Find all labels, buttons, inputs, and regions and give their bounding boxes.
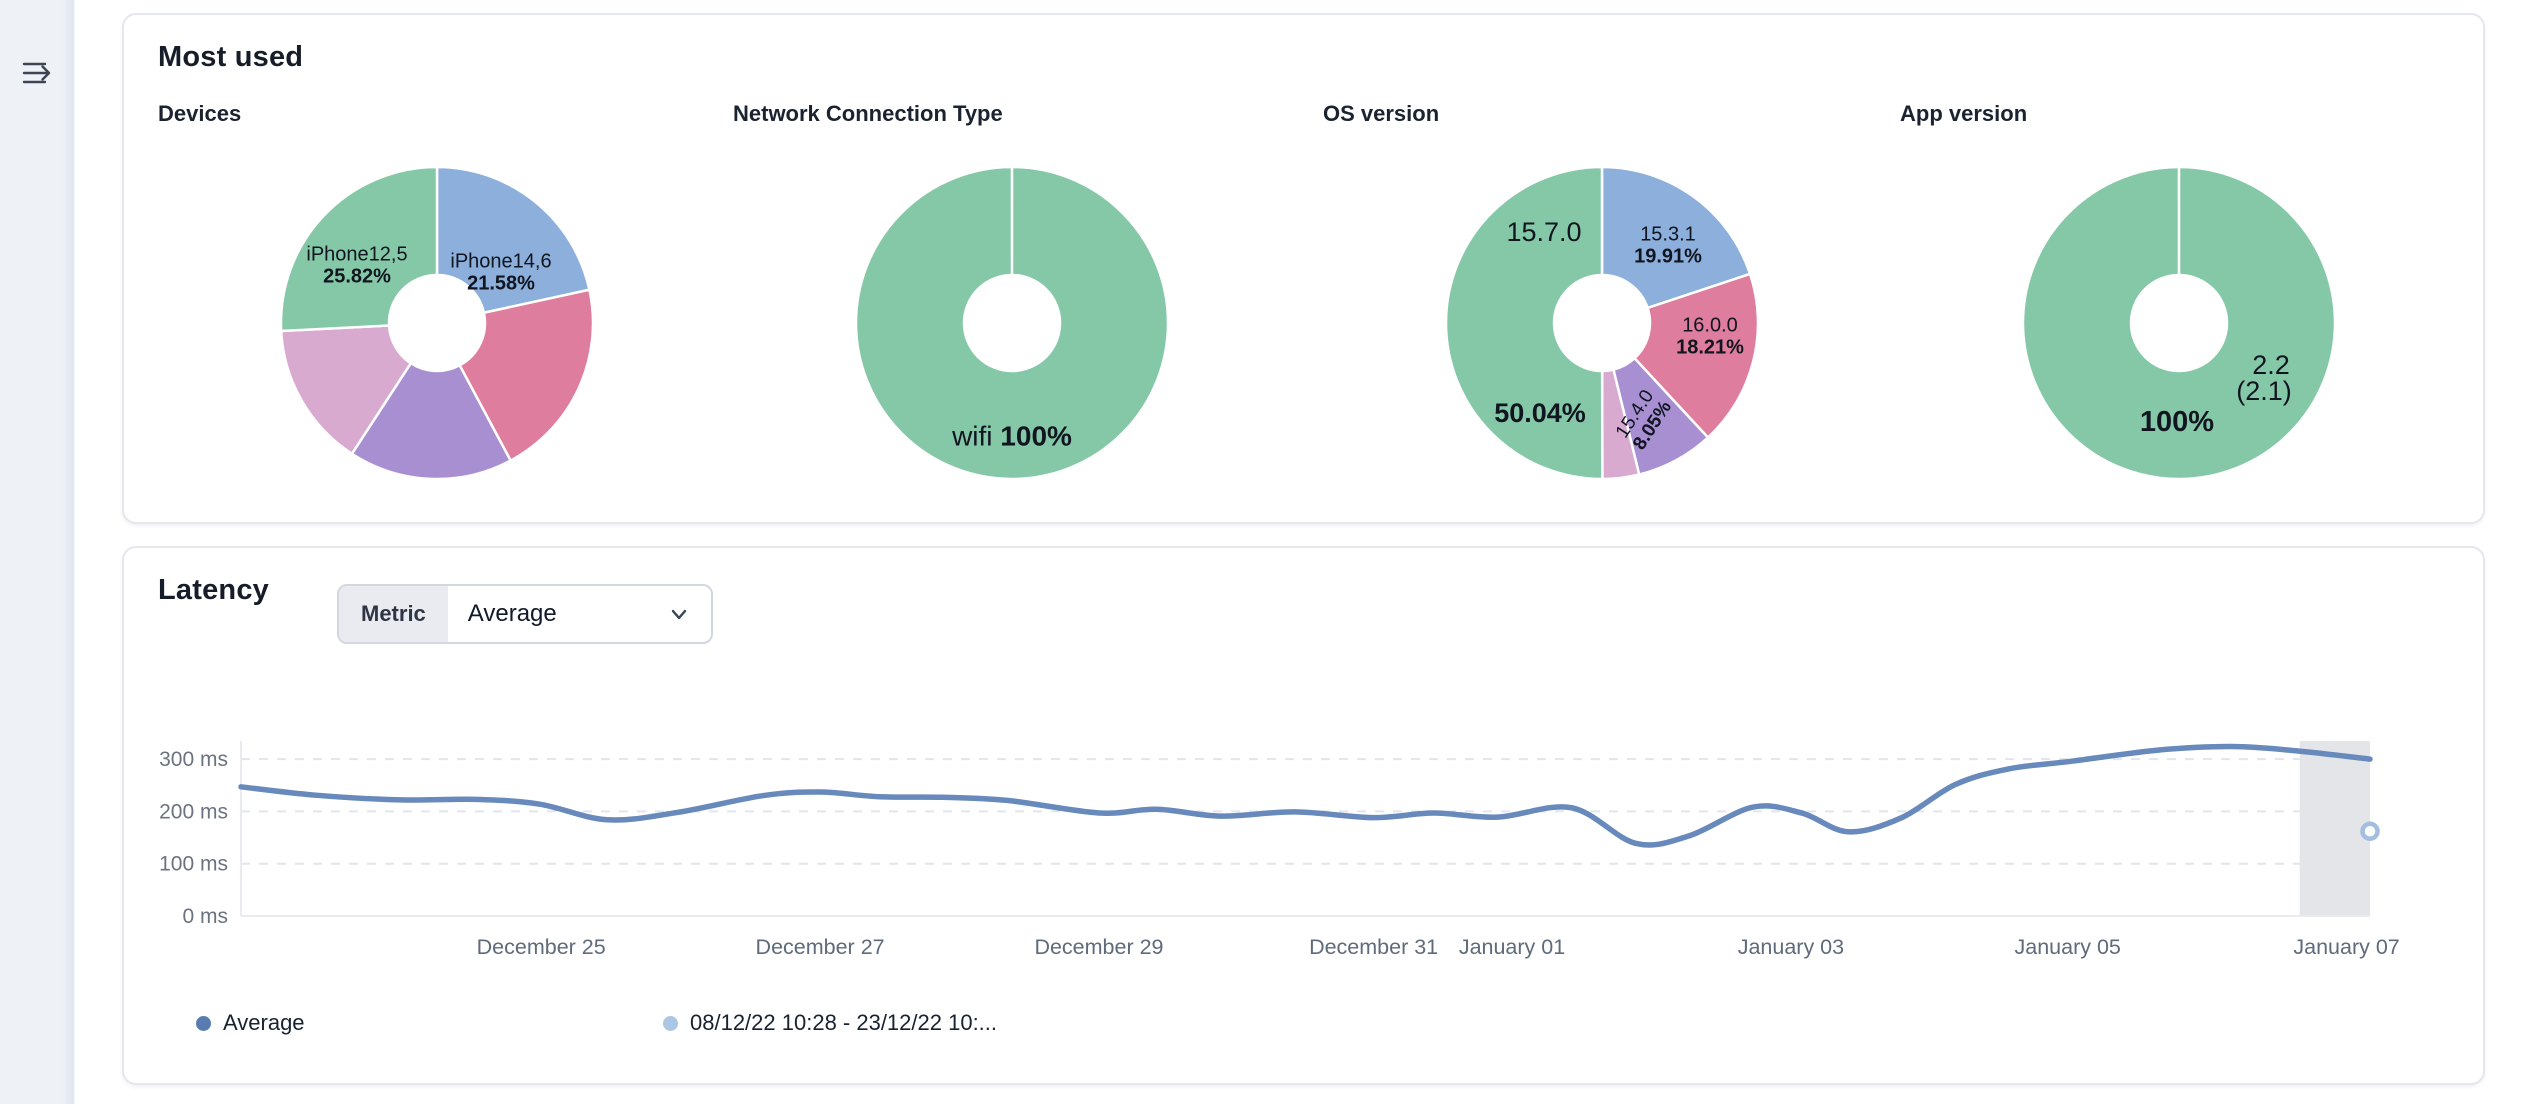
donut-subtitle: Network Connection Type — [733, 101, 1003, 126]
donut-chart[interactable]: 15.3.1 19.91% 16.0.0 18.21% 15.4.0 8.05% 15.7.… — [1432, 153, 1772, 493]
legend-item-average[interactable]: Average — [196, 1010, 305, 1036]
highlight-band — [2299, 741, 2370, 916]
donut-segment-iPhone12,5[interactable] — [279, 165, 439, 333]
donut-segment-label: 50.04% — [1494, 397, 1586, 428]
x-tick-label: January 05 — [2014, 935, 2120, 959]
x-tick-label: December 29 — [1034, 935, 1163, 959]
donut-segment-label: 100% — [2139, 405, 2215, 438]
donut-segment-label: 15.7.0 — [1506, 216, 1582, 247]
donut-segment-2.2 (2.1)[interactable] — [2021, 165, 2337, 481]
donut-subtitle: App version — [1900, 101, 2028, 126]
donut-segment-label: iPhone12,5 25.82% — [306, 243, 408, 288]
legend-dot-icon — [663, 1015, 678, 1031]
most-used-title: Most used — [158, 41, 304, 73]
donut-section-network-connection-type: Network Connection Type wifi 100% — [733, 101, 1170, 481]
comparison-end-marker — [2360, 821, 2380, 842]
donut-section-os-version: OS version 15.3.1 19.91% 16.0.0 18.21% 15.4.0… — [1323, 101, 1760, 481]
legend-label: Average — [223, 1010, 305, 1035]
x-tick-label: December 27 — [756, 935, 885, 959]
donut-segment-label: 2.2 — [2252, 349, 2290, 380]
donut-segment-label: wifi 100% — [952, 420, 1072, 452]
donut-segment-label: 15.3.1 19.91% — [1634, 223, 1702, 268]
metric-select[interactable]: Metric Average — [337, 584, 713, 644]
y-tick-label: 0 ms — [182, 905, 228, 928]
donut-section-app-version: App version 2.2 (2.1) 100% — [1900, 101, 2337, 481]
donut-segment-16.0.0[interactable] — [1633, 272, 1760, 439]
donut-chart[interactable]: iPhone12,5 25.82% iPhone14,6 21.58% — [267, 153, 607, 493]
x-tick-label: January 01 — [1459, 935, 1565, 959]
donut-segment-label: 16.0.0 18.21% — [1676, 314, 1744, 359]
latency-card: Latency Metric Average 300 ms 200 ms 100 m… — [122, 546, 2485, 1085]
y-tick-label: 300 ms — [159, 748, 228, 771]
donut-segment-unlabeled[interactable] — [279, 324, 413, 456]
metric-select-label: Metric — [339, 586, 448, 642]
collapsed-sidebar — [0, 0, 75, 1104]
donut-segment-unlabeled[interactable] — [350, 361, 512, 481]
legend-label: 08/12/22 10:28 - 23/12/22 10:... — [690, 1010, 998, 1035]
sidebar-expand-button[interactable] — [16, 52, 60, 96]
y-tick-label: 100 ms — [159, 853, 228, 876]
donut-segment-15.3.1[interactable] — [1600, 165, 1752, 310]
chart-legend: Average 08/12/22 10:28 - 23/12/22 10:... — [124, 1010, 2483, 1040]
x-tick-label: December 31 — [1309, 935, 1438, 959]
x-tick-label: December 25 — [477, 935, 606, 959]
donut-chart[interactable]: wifi 100% — [842, 153, 1182, 493]
menu-expand-arrow-icon — [22, 62, 51, 83]
donut-segment-unlabeled[interactable] — [458, 288, 595, 462]
latency-title: Latency — [158, 574, 269, 606]
most-used-card: Most used Devices iPhone12,5 25.82% iPhone1… — [122, 13, 2485, 524]
donut-subtitle: Devices — [158, 101, 242, 126]
average-series-line — [238, 743, 2373, 848]
donut-segment-15.7.0[interactable] — [1444, 165, 1604, 481]
donut-subtitle: OS version — [1323, 101, 1440, 126]
donut-segment-label: (2.1) — [2236, 375, 2292, 406]
donut-chart[interactable]: 2.2 (2.1) 100% — [2009, 153, 2349, 493]
donut-section-devices: Devices iPhone12,5 25.82% iPhone14,6 21.58% — [158, 101, 595, 481]
latency-line-chart[interactable]: 300 ms 200 ms 100 ms 0 ms December 25 Decembe… — [142, 702, 2502, 967]
legend-dot-icon — [196, 1015, 211, 1031]
donut-segment-iPhone14,6[interactable] — [435, 165, 591, 315]
donut-segment-wifi[interactable] — [854, 165, 1170, 481]
y-tick-label: 200 ms — [159, 800, 228, 823]
donut-segment-label: iPhone14,6 21.58% — [450, 250, 552, 295]
metric-select-value: Average — [467, 600, 557, 627]
chevron-down-icon — [667, 586, 711, 642]
x-tick-label: January 07 — [2293, 935, 2399, 959]
legend-item-comparison-range[interactable]: 08/12/22 10:28 - 23/12/22 10:... — [663, 1010, 997, 1036]
x-tick-label: January 03 — [1738, 935, 1844, 959]
